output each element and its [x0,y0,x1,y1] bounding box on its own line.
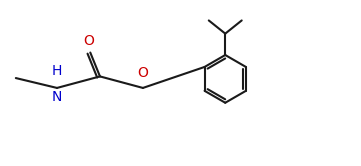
Text: H: H [52,64,62,78]
Text: N: N [52,90,62,104]
Text: O: O [138,66,148,80]
Text: O: O [83,34,94,48]
